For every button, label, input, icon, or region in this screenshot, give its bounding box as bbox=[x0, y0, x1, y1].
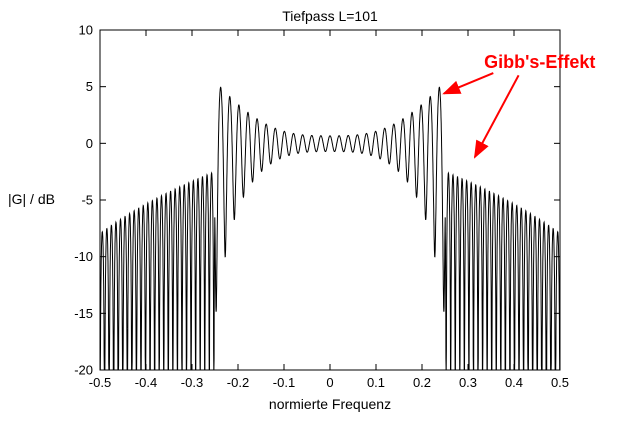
y-axis-label: |G| / dB bbox=[8, 191, 55, 207]
x-tick-label: 0.2 bbox=[413, 375, 431, 390]
x-tick-label: 0 bbox=[326, 375, 333, 390]
x-tick-label: 0.4 bbox=[505, 375, 523, 390]
plot-title: Tiefpass L=101 bbox=[282, 8, 378, 24]
y-tick-label: 0 bbox=[86, 136, 93, 151]
y-tick-label: 5 bbox=[86, 79, 93, 94]
response-curve bbox=[100, 86, 560, 370]
x-tick-label: 0.1 bbox=[367, 375, 385, 390]
x-tick-label: -0.2 bbox=[227, 375, 249, 390]
y-tick-label: -15 bbox=[74, 306, 93, 321]
y-tick-label: 10 bbox=[79, 23, 93, 38]
annotation-arrow bbox=[473, 74, 520, 159]
annotation-arrow bbox=[442, 72, 494, 95]
x-tick-label: -0.1 bbox=[273, 375, 295, 390]
x-tick-label: 0.3 bbox=[459, 375, 477, 390]
x-tick-label: -0.4 bbox=[135, 375, 157, 390]
x-tick-label: 0.5 bbox=[551, 375, 569, 390]
y-tick-label: -10 bbox=[74, 249, 93, 264]
x-tick-label: -0.3 bbox=[181, 375, 203, 390]
x-axis-label: normierte Frequenz bbox=[268, 396, 392, 412]
x-tick-label: -0.5 bbox=[89, 375, 111, 390]
y-tick-label: -5 bbox=[81, 193, 93, 208]
gibbs-annotation: Gibb's-Effekt bbox=[484, 52, 596, 72]
y-tick-label: -20 bbox=[74, 363, 93, 378]
